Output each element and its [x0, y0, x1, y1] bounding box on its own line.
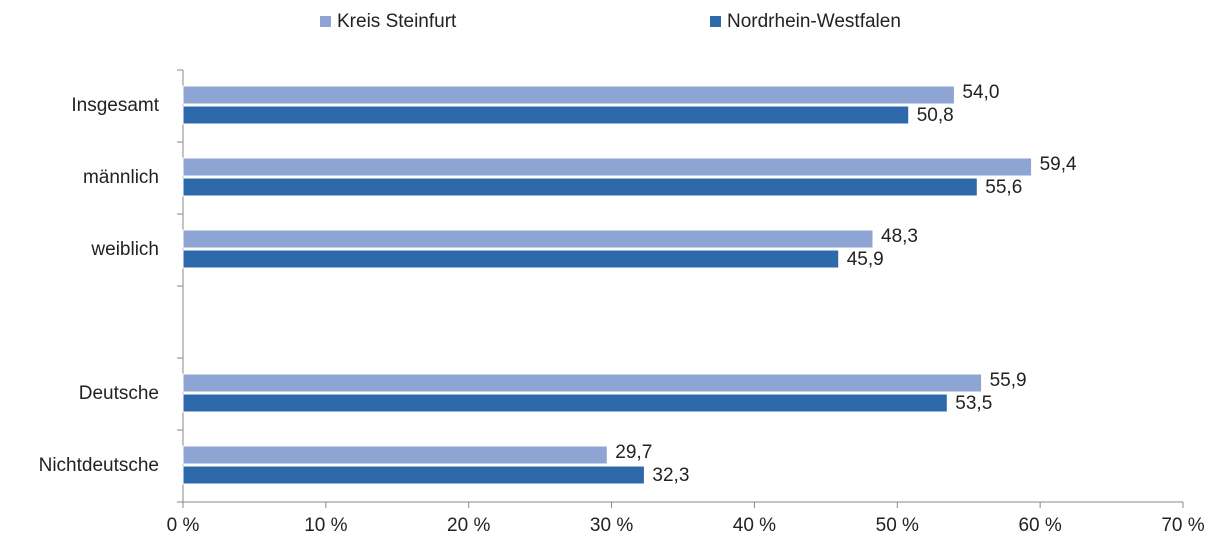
- y-tick-label: Nichtdeutsche: [39, 455, 159, 476]
- value-label: 54,0: [962, 82, 999, 103]
- x-tick-label: 0 %: [167, 515, 200, 536]
- y-tick-label: Insgesamt: [71, 95, 159, 116]
- y-tick-label: weiblich: [90, 239, 159, 260]
- x-tick-label: 40 %: [733, 515, 776, 536]
- bar: [182, 157, 1033, 177]
- legend-label: Kreis Steinfurt: [337, 11, 457, 32]
- x-tick-label: 70 %: [1161, 515, 1204, 536]
- bar: [182, 445, 608, 465]
- bar: [182, 177, 978, 197]
- bar: [182, 465, 645, 485]
- value-label: 55,9: [990, 370, 1027, 391]
- legend-label: Nordrhein-Westfalen: [727, 11, 901, 32]
- value-label: 32,3: [652, 465, 689, 486]
- bar: [182, 105, 910, 125]
- x-tick-label: 60 %: [1018, 515, 1061, 536]
- x-tick-label: 30 %: [590, 515, 633, 536]
- legend-swatch: [320, 16, 331, 27]
- x-tick-label: 50 %: [876, 515, 919, 536]
- value-label: 53,5: [955, 393, 992, 414]
- value-label: 50,8: [917, 105, 954, 126]
- value-label: 45,9: [847, 249, 884, 270]
- y-tick-label: männlich: [83, 167, 159, 188]
- value-label: 29,7: [615, 442, 652, 463]
- value-label: 59,4: [1040, 154, 1077, 175]
- bar: [182, 249, 840, 269]
- bar: [182, 229, 874, 249]
- bar: [182, 85, 955, 105]
- bar: [182, 393, 948, 413]
- x-tick-label: 20 %: [447, 515, 490, 536]
- bar: [182, 373, 983, 393]
- value-label: 48,3: [881, 226, 918, 247]
- x-tick-label: 10 %: [304, 515, 347, 536]
- value-label: 55,6: [985, 177, 1022, 198]
- legend-swatch: [710, 16, 721, 27]
- y-tick-label: Deutsche: [79, 383, 159, 404]
